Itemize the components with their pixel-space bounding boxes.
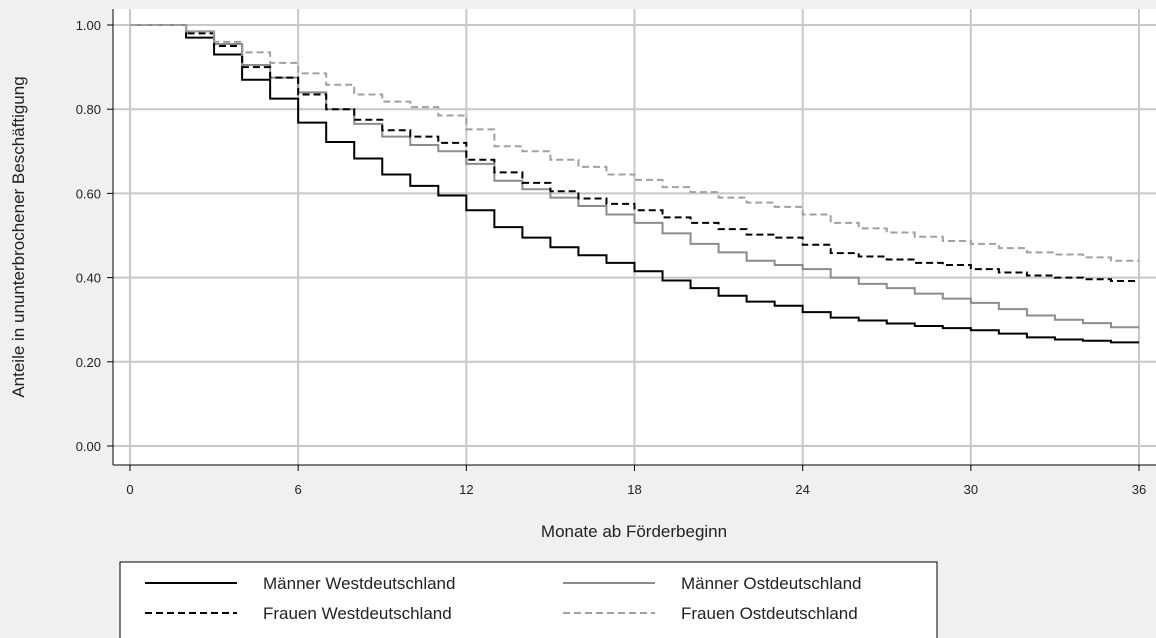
x-tick-label: 18 bbox=[627, 482, 641, 497]
x-tick-label: 0 bbox=[126, 482, 133, 497]
legend-label: Frauen Ostdeutschland bbox=[681, 604, 858, 623]
y-tick-label: 0.80 bbox=[76, 102, 101, 117]
x-tick-label: 30 bbox=[964, 482, 978, 497]
axes: 0 6 12 18 24 30 36 0.00 0.20 0.40 0.60 0.80 1.00 bbox=[76, 9, 1156, 497]
y-tick-label: 0.00 bbox=[76, 439, 101, 454]
legend-label: Männer Westdeutschland bbox=[263, 574, 455, 593]
series-line-männer-ostdeutschland bbox=[130, 24, 1139, 329]
x-tick-label: 24 bbox=[795, 482, 809, 497]
x-axis-title: Monate ab Förderbeginn bbox=[541, 522, 727, 541]
y-axis-title: Anteile in ununterbrochener Beschäftigun… bbox=[9, 76, 28, 397]
y-tick-label: 0.20 bbox=[76, 355, 101, 370]
y-tick-label: 1.00 bbox=[76, 18, 101, 33]
y-tick-label: 0.40 bbox=[76, 271, 101, 286]
grid bbox=[113, 9, 1156, 465]
y-tick-label: 0.60 bbox=[76, 186, 101, 201]
x-tick-label: 12 bbox=[459, 482, 473, 497]
series-line-männer-westdeutschland bbox=[130, 24, 1139, 344]
series-line-frauen-ostdeutschland bbox=[130, 24, 1139, 262]
series-line-frauen-westdeutschland bbox=[130, 24, 1139, 282]
legend-box bbox=[119, 561, 938, 638]
legend-items: Männer Westdeutschland Frauen Westdeutsch… bbox=[145, 574, 862, 623]
legend-label: Männer Ostdeutschland bbox=[681, 574, 862, 593]
legend-label: Frauen Westdeutschland bbox=[263, 604, 452, 623]
x-tick-label: 6 bbox=[295, 482, 302, 497]
x-tick-label: 36 bbox=[1132, 482, 1146, 497]
legend: Männer Westdeutschland Frauen Westdeutsch… bbox=[119, 561, 938, 638]
series-lines bbox=[130, 24, 1139, 344]
